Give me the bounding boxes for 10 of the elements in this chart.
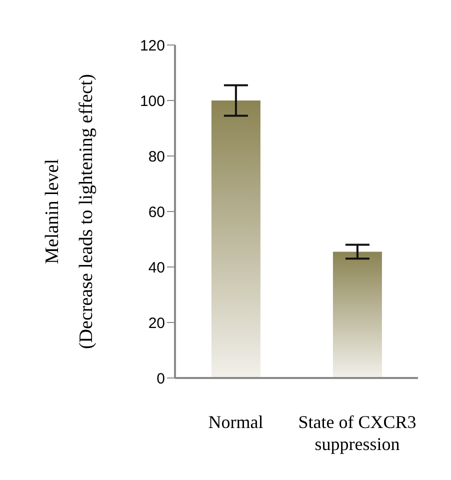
y-tick-label: 80 [148, 148, 165, 166]
y-tick-label: 120 [140, 37, 165, 54]
y-tick-label: 20 [148, 314, 165, 332]
x-tick-label: State of CXCR3 suppression [298, 412, 416, 454]
y-tick-label: 40 [148, 259, 165, 276]
y-tick-label: 0 [156, 370, 165, 388]
y-tick-label: 60 [148, 204, 165, 221]
y-tick-label: 100 [140, 92, 165, 110]
y-axis-title: Melanin level (Decrease leads to lightening effect) [42, 74, 97, 350]
x-tick-label: Normal [208, 412, 264, 432]
